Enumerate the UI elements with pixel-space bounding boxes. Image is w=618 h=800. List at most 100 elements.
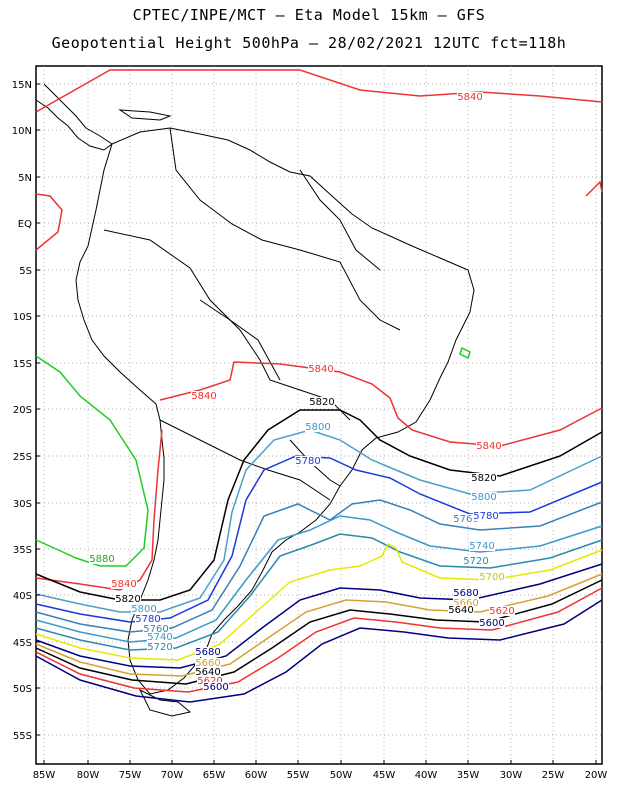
lon-tick-label: 40W (415, 770, 438, 781)
lon-tick-label: 35W (457, 770, 480, 781)
contour-label-bg (473, 511, 499, 521)
contour-label-bg (453, 598, 479, 608)
contour-label: 5700 (479, 572, 504, 583)
contour-label: 5820 (471, 473, 496, 484)
lat-tick-label: 15N (12, 80, 32, 91)
lon-tick-label: 45W (373, 770, 396, 781)
map-frame (35, 65, 603, 765)
contour-label-bg (448, 605, 474, 615)
contour-label: 5600 (479, 618, 504, 629)
contour-label: 5840 (308, 364, 333, 375)
contour-5600 (35, 599, 603, 703)
contour-5880-small (459, 346, 471, 360)
lat-tick-label: 30S (13, 499, 32, 510)
contour-label-bg (111, 579, 137, 589)
lat-tick-label: 5N (18, 173, 32, 184)
contour-label: 5640 (195, 667, 220, 678)
contours (35, 69, 603, 703)
lat-tick-label: 10N (12, 126, 32, 137)
contour-5700 (35, 542, 603, 661)
contour-label-bg (453, 514, 479, 524)
contour-label: 5660 (453, 598, 478, 609)
contour-label-bg (135, 614, 161, 624)
central-america-coast (35, 83, 113, 151)
contour-label: 5680 (453, 588, 478, 599)
title-line-1: CPTEC/INPE/MCT – Eta Model 15km – GFS (132, 6, 486, 24)
lat-tick-label: EQ (18, 219, 32, 230)
lon-tick-label: 80W (77, 770, 100, 781)
contour-label-bg (295, 456, 321, 466)
contour-label: 5720 (147, 642, 172, 653)
contour-5880 (35, 355, 149, 567)
lon-tick-label: 85W (33, 770, 56, 781)
contour-label: 5720 (463, 556, 488, 567)
lat-tick-label: 20S (13, 405, 32, 416)
contour-label: 5680 (195, 647, 220, 658)
contour-label: 5840 (457, 92, 482, 103)
contour-label-bg (143, 624, 169, 634)
contour-label-bg (147, 642, 173, 652)
contour-label-bg (479, 618, 505, 628)
contour-5820 (35, 409, 603, 601)
contour-label: 5780 (135, 614, 160, 625)
lon-tick-label: 75W (119, 770, 142, 781)
contour-label: 5800 (131, 604, 156, 615)
lat-tick-label: 10S (13, 312, 32, 323)
contour-label: 5740 (147, 632, 172, 643)
contour-5840-west (35, 193, 63, 251)
contour-label-bg (453, 588, 479, 598)
contour-label-bg (476, 441, 502, 451)
contour-label: 5840 (111, 579, 136, 590)
contour-5620 (35, 587, 603, 693)
contour-5840-patagonia (35, 429, 163, 591)
contour-label: 5800 (305, 422, 330, 433)
contour-label-bg (308, 364, 334, 374)
contour-label-bg (489, 606, 515, 616)
contour-label: 5740 (469, 541, 494, 552)
contour-label: 5620 (489, 606, 514, 617)
contour-label: 5780 (295, 456, 320, 467)
lat-tick-label: 40S (13, 591, 32, 602)
contour-label-bg (115, 594, 141, 604)
lon-tick-label: 30W (500, 770, 523, 781)
contour-5840-north (35, 69, 603, 113)
contour-label-bg (471, 473, 497, 483)
contour-label-bg (131, 604, 157, 614)
contour-label: 5840 (191, 391, 216, 402)
contour-label: 5660 (195, 658, 220, 669)
contour-label-bg (471, 492, 497, 502)
tierra-del-fuego (138, 688, 192, 717)
lon-tick-label: 70W (161, 770, 184, 781)
contour-label: 5800 (471, 492, 496, 503)
caribbean-island (118, 109, 172, 121)
contour-5660 (35, 573, 603, 677)
contour-label-bg (479, 572, 505, 582)
contour-5740 (35, 515, 603, 643)
contour-label: 5600 (203, 682, 228, 693)
contour-label: 5760 (453, 514, 478, 525)
lat-tick-label: 5S (19, 266, 32, 277)
contour-label: 5620 (197, 676, 222, 687)
contour-label-bg (463, 556, 489, 566)
contour-label-bg (305, 422, 331, 432)
lon-tick-label: 65W (203, 770, 226, 781)
contour-label-bg (203, 682, 229, 692)
contour-label-bg (457, 92, 483, 102)
lat-tick-label: 35S (13, 545, 32, 556)
lon-tick-label: 20W (585, 770, 608, 781)
contour-labels: 5840584058405840582058005780582058005760… (89, 92, 515, 693)
lat-tick-label: 45S (13, 638, 32, 649)
lat-tick-label: 15S (13, 359, 32, 370)
lat-tick-label: 25S (13, 452, 32, 463)
contour-5720 (35, 533, 603, 651)
longitude-labels: 85W 80W 75W 70W 65W 60W 55W 50W 45W 40W 35W 30W 25W 2… (33, 760, 608, 781)
border-line-c (159, 419, 331, 501)
lon-tick-label: 60W (245, 770, 268, 781)
border-line-a (169, 127, 401, 331)
contour-label-bg (309, 397, 335, 407)
latitude-labels: 15N 10N 5N EQ 5S 10S 15S 20S 25S 30S 35S 40S 45S 50S 5… (12, 80, 40, 742)
south-america-coast (75, 127, 475, 695)
lon-tick-label: 25W (542, 770, 565, 781)
contour-label-bg (195, 667, 221, 677)
